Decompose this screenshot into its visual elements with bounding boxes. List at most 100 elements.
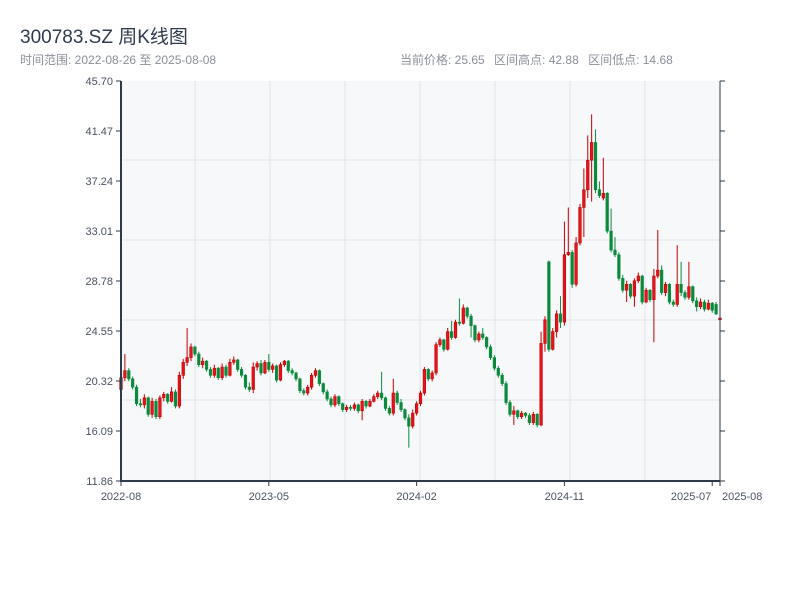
candle xyxy=(123,354,127,382)
candle xyxy=(154,398,158,420)
current-price: 当前价格: 25.65 xyxy=(400,53,485,67)
candle xyxy=(364,400,368,409)
y-tick-label: 20.32 xyxy=(85,376,113,388)
candle xyxy=(181,358,185,379)
candle-body xyxy=(255,363,259,368)
candle xyxy=(267,354,271,372)
candle-body xyxy=(123,370,127,378)
range-low: 区间低点: 14.68 xyxy=(588,53,673,67)
candle xyxy=(274,364,279,383)
candle xyxy=(329,396,333,408)
candle-body xyxy=(613,249,617,256)
candle-body xyxy=(376,392,380,397)
candle-body xyxy=(698,301,703,308)
candle xyxy=(337,395,341,407)
candle xyxy=(430,370,434,382)
candle xyxy=(516,409,520,420)
candle xyxy=(590,114,594,202)
candle xyxy=(131,376,135,390)
candle-body xyxy=(418,392,423,404)
candle xyxy=(232,356,236,365)
candle xyxy=(574,237,578,287)
candle xyxy=(702,299,707,312)
candle xyxy=(247,382,251,392)
candle-body xyxy=(232,359,236,363)
candle xyxy=(671,299,675,307)
candle-body xyxy=(267,362,271,370)
candle xyxy=(127,368,131,382)
candle-body xyxy=(204,360,209,370)
candle xyxy=(399,398,403,412)
candle xyxy=(667,283,672,305)
candle xyxy=(485,336,489,350)
candle xyxy=(450,320,454,340)
x-tick-label: 2022-08 xyxy=(101,491,141,503)
candle-body xyxy=(302,390,306,394)
candle xyxy=(309,372,314,390)
candle xyxy=(321,382,325,395)
candle xyxy=(403,408,407,421)
candle xyxy=(691,285,695,304)
candle xyxy=(158,395,162,420)
candle xyxy=(341,402,345,412)
candle-body xyxy=(426,369,430,380)
candle-body xyxy=(663,284,668,293)
candle xyxy=(344,404,349,412)
candle-body xyxy=(341,403,345,410)
candle-body xyxy=(415,403,419,414)
candle xyxy=(146,396,150,417)
candle-body xyxy=(352,404,356,409)
candle xyxy=(714,302,718,316)
candle-body xyxy=(667,284,672,303)
candle-body xyxy=(547,261,551,350)
candle xyxy=(352,402,356,411)
candle-body xyxy=(274,365,279,381)
candle-body xyxy=(492,357,497,369)
candle xyxy=(434,342,438,376)
candle xyxy=(134,384,139,407)
candle-body xyxy=(298,378,302,391)
candle xyxy=(255,361,259,371)
candle xyxy=(372,394,376,403)
candle xyxy=(422,367,426,396)
candle xyxy=(224,364,228,378)
candle xyxy=(426,368,430,382)
candle-body xyxy=(648,289,652,300)
candle-body xyxy=(566,252,570,256)
candle-body xyxy=(621,278,625,291)
candle-body xyxy=(586,159,590,191)
candle-body xyxy=(473,325,477,341)
candle xyxy=(508,400,512,417)
candle xyxy=(142,394,146,409)
candle xyxy=(496,365,500,378)
candle xyxy=(185,328,189,366)
candle xyxy=(438,337,442,347)
candle xyxy=(481,328,485,340)
candle xyxy=(601,157,605,201)
candle xyxy=(442,338,446,352)
candle-body xyxy=(399,402,403,410)
candle xyxy=(562,221,567,326)
candle-body xyxy=(360,401,364,412)
candle-body xyxy=(146,397,150,415)
candle-body xyxy=(691,286,695,302)
axes: 11.86 16.09 20.32 24.55 28.78 33.01 37.24 41.47… xyxy=(85,76,762,503)
candle xyxy=(644,287,648,304)
candle-body xyxy=(134,386,139,404)
candle xyxy=(391,378,395,416)
candle-body xyxy=(496,367,500,376)
candle-body xyxy=(500,375,504,384)
candle xyxy=(656,229,660,279)
candle-body xyxy=(601,192,605,199)
candle-body xyxy=(605,192,609,232)
candle xyxy=(628,283,633,299)
candle xyxy=(520,410,524,420)
candle-body xyxy=(372,396,376,402)
candle-body xyxy=(434,344,438,374)
candle xyxy=(166,393,170,404)
candle xyxy=(325,389,329,402)
candle-body xyxy=(469,315,473,326)
candle xyxy=(356,403,360,414)
candle xyxy=(473,324,477,343)
candle-body xyxy=(251,366,255,390)
